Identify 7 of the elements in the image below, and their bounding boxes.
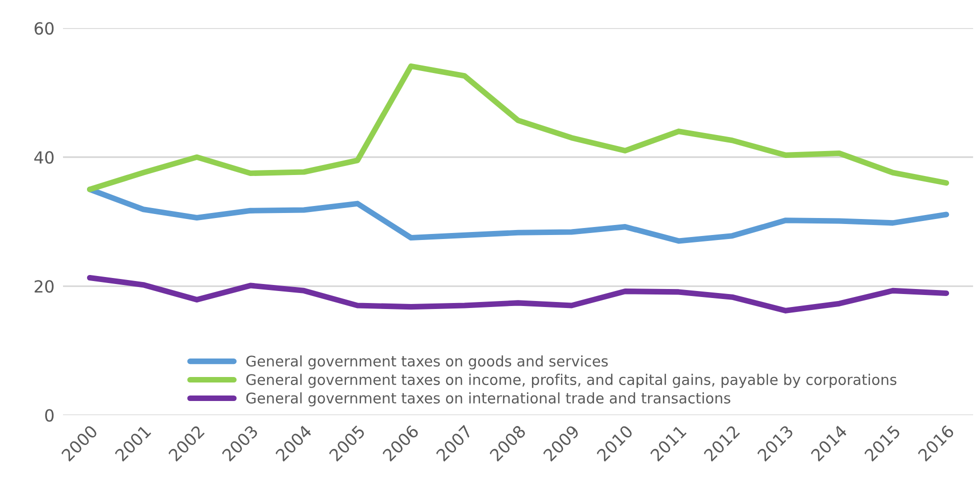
legend-label: General government taxes on income, profits, and capital gains, payable by corporations	[246, 374, 896, 388]
y-tick-label: 60	[34, 22, 54, 35]
legend-label: General government taxes on goods and services	[246, 355, 608, 370]
y-tick-label: 20	[34, 280, 54, 293]
legend-label: General government taxes on international trade and transactions	[246, 392, 730, 406]
y-tick-label: 0	[45, 409, 54, 422]
y-tick-label: 40	[34, 151, 54, 164]
